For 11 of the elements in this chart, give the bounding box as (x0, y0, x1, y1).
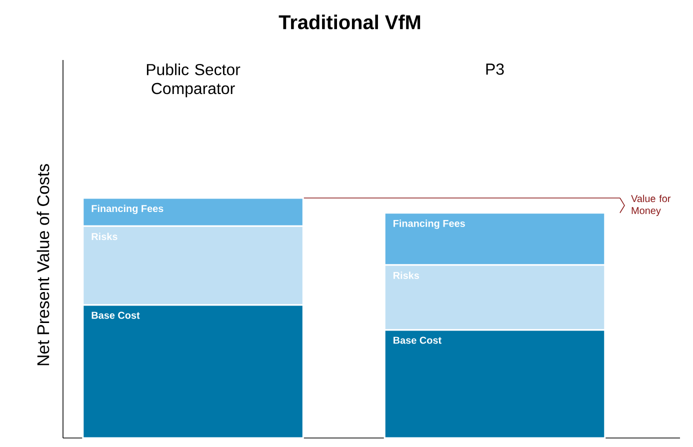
text: Risks (394, 272, 420, 279)
series-label: Financing Fees (394, 220, 465, 229)
y-axis-title: Net Present Value of Costs (36, 164, 50, 366)
x-tick-label: Public Sector Comparator (146, 64, 240, 98)
annotation: Value for Money (631, 194, 671, 216)
chart-title: Traditional VfM (278, 14, 420, 30)
x-tick-label: P3 (486, 64, 504, 75)
text: Financing Fees (92, 204, 164, 214)
text: Base Cost (394, 336, 442, 344)
series-label: Risks (92, 232, 118, 240)
series-label: Base Cost (92, 312, 140, 319)
